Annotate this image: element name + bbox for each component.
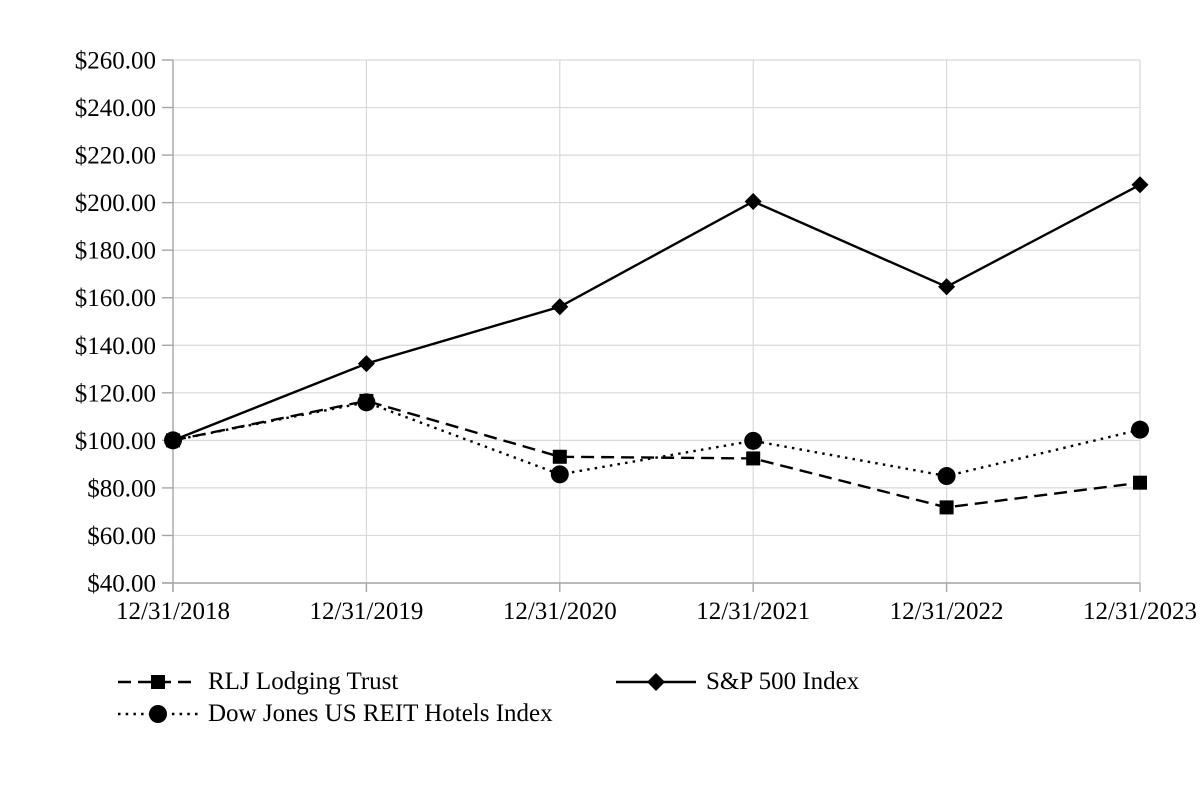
solid-line-diamond-marker-icon — [616, 673, 696, 691]
y-tick-label: $80.00 — [87, 475, 156, 502]
x-tick-label: 12/31/2022 — [890, 598, 1004, 625]
legend-item-rlj-lodging-trust: RLJ Lodging Trust — [118, 668, 398, 696]
data-point-circle — [744, 431, 763, 450]
legend-item-dow-jones-us-reit-hotels-index: Dow Jones US REIT Hotels Index — [118, 700, 553, 728]
y-tick-label: $140.00 — [75, 333, 156, 360]
data-point-circle — [164, 431, 182, 450]
y-tick-label: $100.00 — [75, 428, 156, 455]
y-tick-label: $160.00 — [75, 285, 156, 312]
y-tick-label: $60.00 — [87, 523, 156, 550]
data-point-diamond — [744, 192, 762, 210]
series-line-square — [172, 399, 1141, 509]
y-tick-label: $40.00 — [87, 571, 156, 598]
data-point-square — [552, 449, 567, 464]
series-line-circle — [172, 401, 1141, 478]
legend-label: RLJ Lodging Trust — [208, 668, 399, 695]
legend-item-sp500-index: S&P 500 Index — [616, 668, 859, 696]
y-tick-label: $120.00 — [75, 380, 156, 407]
data-point-diamond — [357, 355, 375, 373]
y-tick-label: $180.00 — [75, 238, 156, 265]
data-point-square — [939, 500, 954, 515]
data-point-circle — [937, 467, 956, 486]
legend-label: Dow Jones US REIT Hotels Index — [208, 700, 553, 727]
data-point-diamond — [1131, 176, 1149, 194]
x-tick-label: 12/31/2023 — [1083, 598, 1197, 625]
data-point-square — [746, 451, 761, 466]
legend-label: S&P 500 Index — [706, 668, 860, 695]
y-tick-label: $240.00 — [75, 95, 156, 122]
data-point-circle — [357, 393, 376, 412]
dashed-line-square-marker-icon — [118, 675, 198, 689]
dotted-line-circle-marker-icon — [118, 705, 198, 723]
data-point-square — [1133, 475, 1147, 490]
x-tick-label: 12/31/2019 — [309, 598, 423, 625]
series-line-diamond — [172, 183, 1141, 442]
x-tick-label: 12/31/2020 — [503, 598, 617, 625]
y-tick-label: $260.00 — [75, 48, 156, 75]
data-point-diamond — [938, 278, 956, 296]
data-point-circle — [1131, 420, 1149, 439]
data-point-circle — [550, 465, 569, 484]
y-tick-label: $200.00 — [75, 190, 156, 217]
data-point-diamond — [551, 298, 569, 316]
x-tick-label: 12/31/2018 — [116, 598, 230, 625]
x-tick-label: 12/31/2021 — [696, 598, 810, 625]
y-tick-label: $220.00 — [75, 143, 156, 170]
